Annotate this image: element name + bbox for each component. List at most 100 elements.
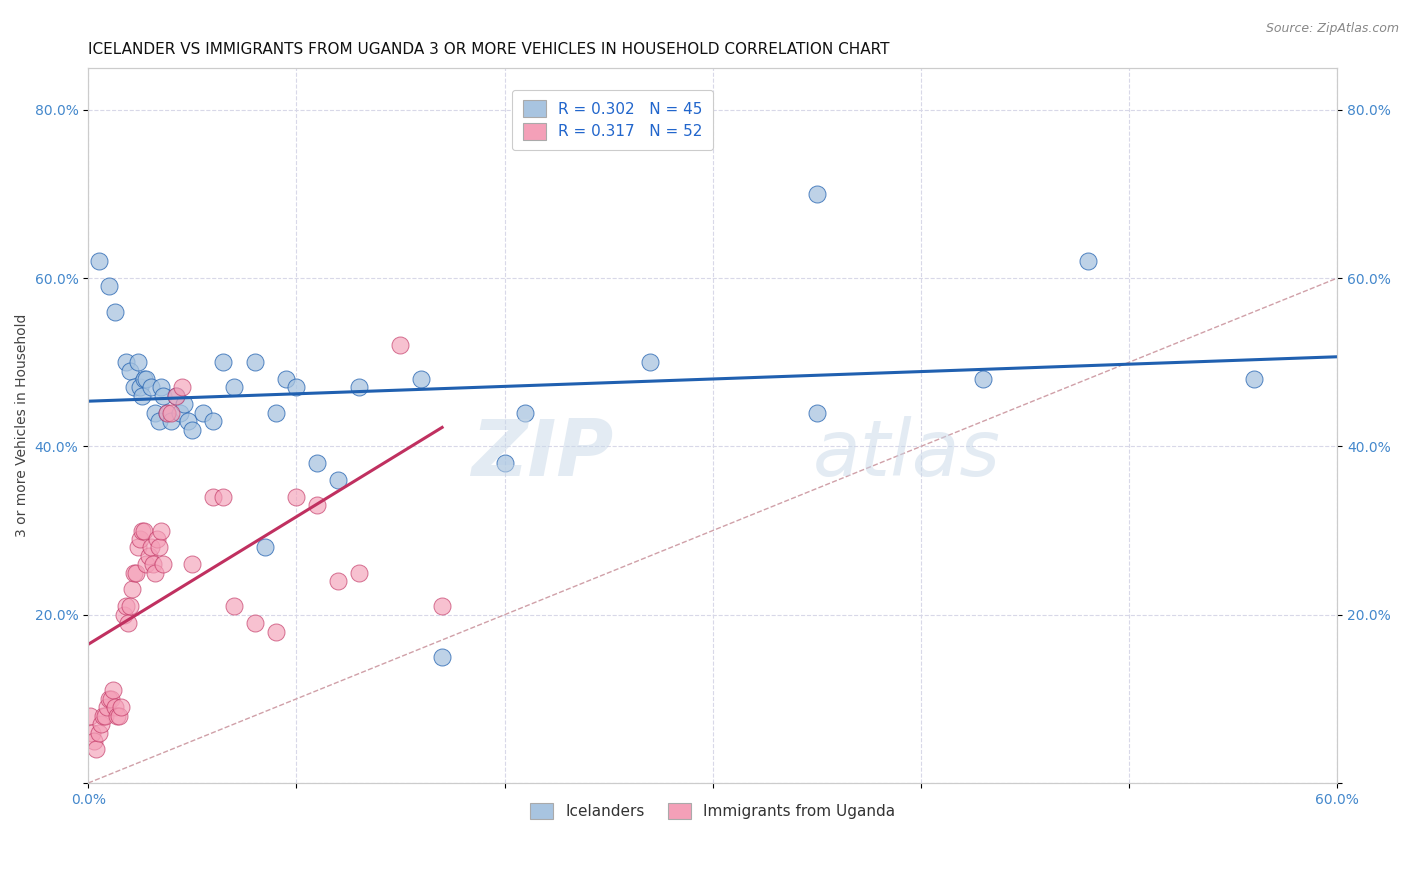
- Point: [125, 566, 148, 580]
- Point: [98, 279, 121, 293]
- Point: [1243, 372, 1265, 386]
- Point: [191, 406, 214, 420]
- Point: [114, 355, 136, 369]
- Point: [100, 691, 122, 706]
- Point: [150, 524, 173, 538]
- Point: [82, 725, 104, 739]
- Point: [148, 414, 170, 428]
- Point: [87, 725, 110, 739]
- Point: [146, 532, 169, 546]
- Point: [134, 372, 156, 386]
- Point: [104, 700, 127, 714]
- Point: [640, 355, 662, 369]
- Point: [91, 708, 114, 723]
- Point: [243, 355, 266, 369]
- Point: [177, 414, 200, 428]
- Point: [122, 380, 145, 394]
- Point: [142, 558, 165, 572]
- Point: [134, 524, 156, 538]
- Point: [150, 380, 173, 394]
- Point: [148, 541, 170, 555]
- Point: [108, 708, 131, 723]
- Point: [101, 683, 124, 698]
- Point: [515, 406, 537, 420]
- Point: [160, 406, 183, 420]
- Point: [212, 355, 235, 369]
- Point: [110, 700, 132, 714]
- Point: [389, 338, 412, 352]
- Point: [430, 649, 453, 664]
- Point: [243, 616, 266, 631]
- Point: [430, 599, 453, 614]
- Point: [131, 389, 153, 403]
- Point: [139, 541, 162, 555]
- Point: [156, 406, 179, 420]
- Point: [411, 372, 433, 386]
- Point: [129, 380, 152, 394]
- Point: [83, 734, 105, 748]
- Text: ICELANDER VS IMMIGRANTS FROM UGANDA 3 OR MORE VEHICLES IN HOUSEHOLD CORRELATION : ICELANDER VS IMMIGRANTS FROM UGANDA 3 OR…: [89, 42, 890, 57]
- Point: [118, 364, 141, 378]
- Text: ZIP: ZIP: [471, 416, 613, 492]
- Text: Source: ZipAtlas.com: Source: ZipAtlas.com: [1265, 22, 1399, 36]
- Point: [98, 691, 121, 706]
- Text: atlas: atlas: [813, 416, 1001, 492]
- Point: [138, 549, 160, 563]
- Point: [326, 574, 349, 588]
- Point: [347, 380, 370, 394]
- Y-axis label: 3 or more Vehicles in Household: 3 or more Vehicles in Household: [15, 314, 30, 537]
- Point: [181, 423, 204, 437]
- Point: [202, 414, 225, 428]
- Point: [118, 599, 141, 614]
- Point: [347, 566, 370, 580]
- Point: [972, 372, 994, 386]
- Point: [87, 254, 110, 268]
- Point: [86, 742, 108, 756]
- Point: [212, 490, 235, 504]
- Point: [274, 372, 297, 386]
- Point: [285, 380, 308, 394]
- Point: [222, 380, 245, 394]
- Point: [806, 406, 828, 420]
- Point: [152, 389, 174, 403]
- Point: [90, 717, 112, 731]
- Point: [165, 389, 187, 403]
- Point: [494, 456, 516, 470]
- Point: [152, 558, 174, 572]
- Point: [169, 406, 191, 420]
- Point: [139, 380, 162, 394]
- Point: [307, 498, 329, 512]
- Point: [127, 355, 149, 369]
- Point: [112, 607, 135, 622]
- Point: [222, 599, 245, 614]
- Point: [117, 616, 139, 631]
- Point: [131, 524, 153, 538]
- Point: [156, 406, 179, 420]
- Point: [104, 304, 127, 318]
- Point: [173, 397, 195, 411]
- Point: [129, 532, 152, 546]
- Point: [135, 372, 157, 386]
- Point: [264, 624, 287, 639]
- Point: [121, 582, 143, 597]
- Point: [122, 566, 145, 580]
- Point: [143, 566, 166, 580]
- Legend: Icelanders, Immigrants from Uganda: Icelanders, Immigrants from Uganda: [524, 797, 901, 825]
- Point: [165, 389, 187, 403]
- Point: [105, 708, 128, 723]
- Point: [96, 700, 118, 714]
- Point: [160, 414, 183, 428]
- Point: [143, 406, 166, 420]
- Point: [170, 380, 193, 394]
- Point: [127, 541, 149, 555]
- Point: [326, 473, 349, 487]
- Point: [94, 708, 117, 723]
- Point: [114, 599, 136, 614]
- Point: [264, 406, 287, 420]
- Point: [202, 490, 225, 504]
- Point: [307, 456, 329, 470]
- Point: [254, 541, 277, 555]
- Point: [79, 708, 101, 723]
- Point: [181, 558, 204, 572]
- Point: [1077, 254, 1099, 268]
